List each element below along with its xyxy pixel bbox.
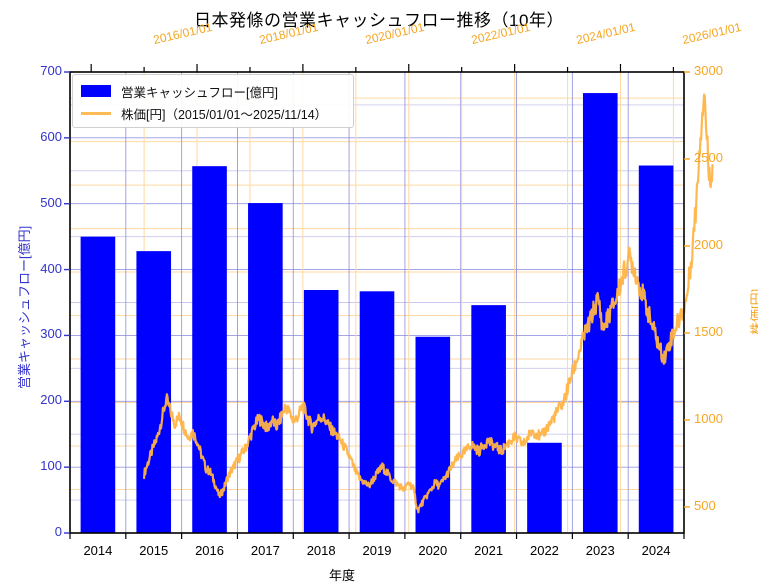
y-tick-left-200: 200 xyxy=(40,392,62,408)
chart-legend: 営業キャッシュフロー[億円] 株価[円]（2015/01/01～2025/11/… xyxy=(72,74,354,128)
x-tick-2018: 2018 xyxy=(306,543,336,558)
bar-2016 xyxy=(192,166,227,533)
x-tick-2015: 2015 xyxy=(139,543,169,558)
y-tick-left-0: 0 xyxy=(54,524,62,539)
bar-2021 xyxy=(471,305,506,533)
y-tick-right-2500: 2500 xyxy=(694,149,723,165)
line-layer xyxy=(143,93,714,514)
bar-2017 xyxy=(248,203,283,533)
y-tick-left-600: 600 xyxy=(40,128,62,144)
y-tick-right-1500: 1500 xyxy=(694,323,723,339)
axis-frame-layer xyxy=(69,71,685,534)
tick-marks-layer xyxy=(64,64,690,539)
y-tick-right-3000: 3000 xyxy=(694,63,723,78)
bar-layer xyxy=(80,93,674,534)
x-tick-2024: 2024 xyxy=(641,543,671,558)
y-tick-right-500: 500 xyxy=(694,497,716,513)
x-tick-2020: 2020 xyxy=(418,543,448,558)
y-axis-right-title: 株価[円] xyxy=(749,288,758,335)
bar-2018 xyxy=(303,289,339,533)
x-tick-2016: 2016 xyxy=(195,543,224,558)
x-tick-2022: 2022 xyxy=(529,543,559,558)
legend-line-label: 株価[円]（2015/01/01～2025/11/14） xyxy=(121,107,328,122)
legend-line-swatch xyxy=(81,111,111,115)
x-tick-2021: 2021 xyxy=(474,543,504,558)
page-title: 日本発條の営業キャッシュフロー推移（10年） xyxy=(194,11,564,30)
legend-bar-label: 営業キャッシュフロー[億円] xyxy=(121,85,278,100)
y-tick-left-400: 400 xyxy=(40,260,62,276)
x-tick-2019: 2019 xyxy=(362,543,392,558)
bar-2015 xyxy=(136,251,172,534)
y-tick-right-2000: 2000 xyxy=(694,236,723,252)
y-tick-right-1000: 1000 xyxy=(694,410,723,426)
stock-price-line xyxy=(143,93,714,514)
y-tick-left-500: 500 xyxy=(40,194,62,210)
y-tick-left-300: 300 xyxy=(40,326,62,342)
y-tick-left-700: 700 xyxy=(40,63,62,78)
bar-2022 xyxy=(527,442,562,533)
x-axis-title: 年度 xyxy=(328,568,355,583)
bar-2019 xyxy=(359,291,395,533)
x-tick-2017: 2017 xyxy=(250,543,280,558)
legend-item-cashflow: 営業キャッシュフロー[億円] xyxy=(81,80,345,102)
legend-item-stockprice: 株価[円]（2015/01/01～2025/11/14） xyxy=(81,102,345,124)
legend-bar-swatch xyxy=(81,85,111,97)
y-axis-left-title: 営業キャッシュフロー[億円] xyxy=(17,225,32,389)
bar-2014 xyxy=(80,236,116,533)
y-tick-left-100: 100 xyxy=(40,458,62,474)
x-tick-2014: 2014 xyxy=(83,543,113,558)
x-tick-2023: 2023 xyxy=(585,543,615,558)
